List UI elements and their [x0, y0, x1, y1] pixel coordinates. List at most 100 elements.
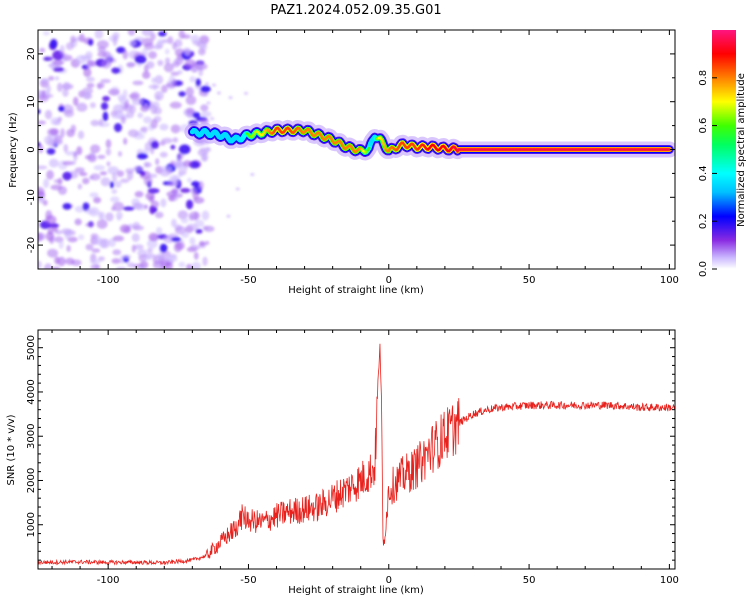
y-tick-label: 5000: [26, 335, 37, 360]
spectrogram-noise-blob: [47, 249, 58, 258]
spectrogram-noise-blob: [155, 75, 163, 84]
spectrogram-noise-blob: [152, 101, 159, 108]
spectrogram-noise-blob: [62, 172, 72, 181]
spectrogram-noise-blob: [58, 106, 65, 111]
spectrogram-x-axis-label: Height of straight line (km): [288, 285, 424, 296]
spectrogram-noise-blob: [161, 85, 168, 93]
spectrogram-noise-blob: [113, 104, 124, 114]
spectrogram-noise-blob: [90, 102, 96, 108]
ridge-core: [368, 148, 369, 150]
spectrogram-noise-blob: [200, 86, 211, 93]
spectrogram-noise-blob: [160, 264, 167, 271]
spectrogram-noise-blob: [137, 112, 143, 118]
spectrogram-noise-blob: [203, 226, 209, 230]
spectrogram-noise-blob: [132, 245, 136, 253]
spectrogram-noise-blob: [89, 192, 98, 198]
spectrogram-noise-blob: [120, 224, 131, 233]
spectrogram-noise-blob: [46, 85, 51, 94]
spectrogram-noise-blob: [189, 237, 195, 245]
spectrogram-noise-blob: [157, 252, 164, 260]
spectrogram-noise-blob: [102, 96, 110, 102]
spectrogram-noise-blob: [59, 240, 64, 249]
spectrogram-noise-blob: [85, 209, 97, 214]
spectrogram-noise-blob: [99, 238, 108, 248]
spectrogram-noise-blob: [123, 138, 127, 145]
colorbar-tick-label: 0.6: [698, 118, 709, 134]
spectrogram-noise-blob: [127, 171, 133, 180]
spectrogram-noise-blob: [146, 61, 154, 68]
spectrogram-noise-blob: [62, 203, 71, 210]
spectrogram-noise-blob: [86, 77, 95, 82]
spectrogram-noise-blob: [182, 34, 190, 38]
spectrogram-noise-blob: [66, 42, 74, 50]
spectrogram-noise-blob: [98, 211, 103, 219]
spectrogram-noise-blob: [155, 158, 159, 165]
spectrogram-noise-blob: [198, 48, 206, 55]
y-tick-label: 4000: [26, 379, 37, 404]
spectrogram-noise-blob: [166, 255, 178, 262]
spectrogram-noise-blob: [186, 264, 192, 271]
spectrogram-noise-blob: [43, 31, 50, 35]
spectrogram-noise-blob: [46, 170, 54, 180]
spectrogram-noise-blob: [159, 124, 168, 131]
spectrogram-noise-region: [34, 28, 254, 273]
spectrogram-noise-blob: [106, 139, 112, 148]
spectrogram-noise-blob: [90, 173, 101, 180]
spectrogram-noise-blob: [113, 32, 120, 39]
spectrogram-noise-blob: [186, 107, 194, 114]
spectrogram-noise-blob: [203, 93, 207, 96]
spectrogram-y-axis-label: Frequency (Hz): [8, 112, 19, 188]
spectrogram-noise-blob: [137, 153, 148, 159]
spectrogram-noise-blob: [172, 62, 180, 68]
spectrogram-noise-blob: [205, 241, 210, 245]
spectrogram-noise-blob: [123, 50, 128, 60]
spectrogram-noise-blob: [100, 171, 107, 175]
spectrogram-noise-blob: [181, 232, 189, 238]
spectrogram-noise-blob: [47, 148, 56, 155]
spectrogram-noise-blob: [36, 165, 48, 169]
spectrogram-noise-blob: [133, 167, 144, 171]
spectrogram-noise-blob: [65, 258, 74, 265]
spectrogram-noise-blob: [49, 236, 54, 244]
colorbar: 0.00.20.40.60.8 Normalized spectral ampl…: [698, 30, 747, 277]
spectrogram-noise-blob: [63, 82, 71, 90]
spectrogram-noise-blob: [66, 245, 70, 252]
spectrogram-noise-blob: [201, 111, 211, 117]
spectrogram-noise-blob: [113, 235, 124, 241]
spectrogram-noise-blob: [62, 53, 67, 61]
spectrogram-noise-blob: [172, 176, 178, 186]
spectrogram-noise-blob: [76, 55, 87, 64]
spectrogram-noise-blob: [36, 261, 42, 269]
snr-frame: [38, 330, 675, 569]
spectrogram-noise-blob: [171, 72, 180, 76]
spectrogram-noise-blob: [57, 257, 65, 266]
colorbar-label: Normalized spectral amplitude: [736, 73, 747, 227]
y-tick-label: 10: [26, 95, 37, 108]
spectrogram-noise-blob: [92, 248, 101, 252]
spectrogram-noise-blob: [148, 188, 160, 193]
spectrogram-noise-blob: [70, 36, 76, 43]
spectrogram-noise-blob: [130, 105, 136, 114]
spectrogram-noise-blob: [189, 76, 195, 82]
spectrogram-noise-blob: [78, 234, 84, 240]
spectrogram-noise-blob: [93, 197, 101, 203]
spectrogram-noise-blob: [191, 181, 200, 187]
x-tick-label: 50: [523, 275, 536, 286]
spectrogram-noise-blob: [101, 177, 111, 186]
spectrogram-noise-blob: [128, 129, 139, 137]
spectrogram-noise-blob: [45, 215, 56, 225]
spectrogram-noise-blob: [48, 227, 54, 235]
spectrogram-noise-blob: [143, 116, 152, 123]
spectrogram-noise-blob: [102, 51, 111, 59]
spectrogram-noise-blob: [76, 146, 82, 155]
spectrogram-noise-blob: [185, 59, 196, 68]
spectrogram-noise-blob: [132, 81, 143, 86]
spectrogram-noise-blob: [160, 198, 166, 207]
spectrogram-noise-blob: [151, 141, 159, 149]
spectrogram-noise-blob: [122, 255, 131, 259]
spectrogram-noise-blob: [202, 210, 210, 220]
